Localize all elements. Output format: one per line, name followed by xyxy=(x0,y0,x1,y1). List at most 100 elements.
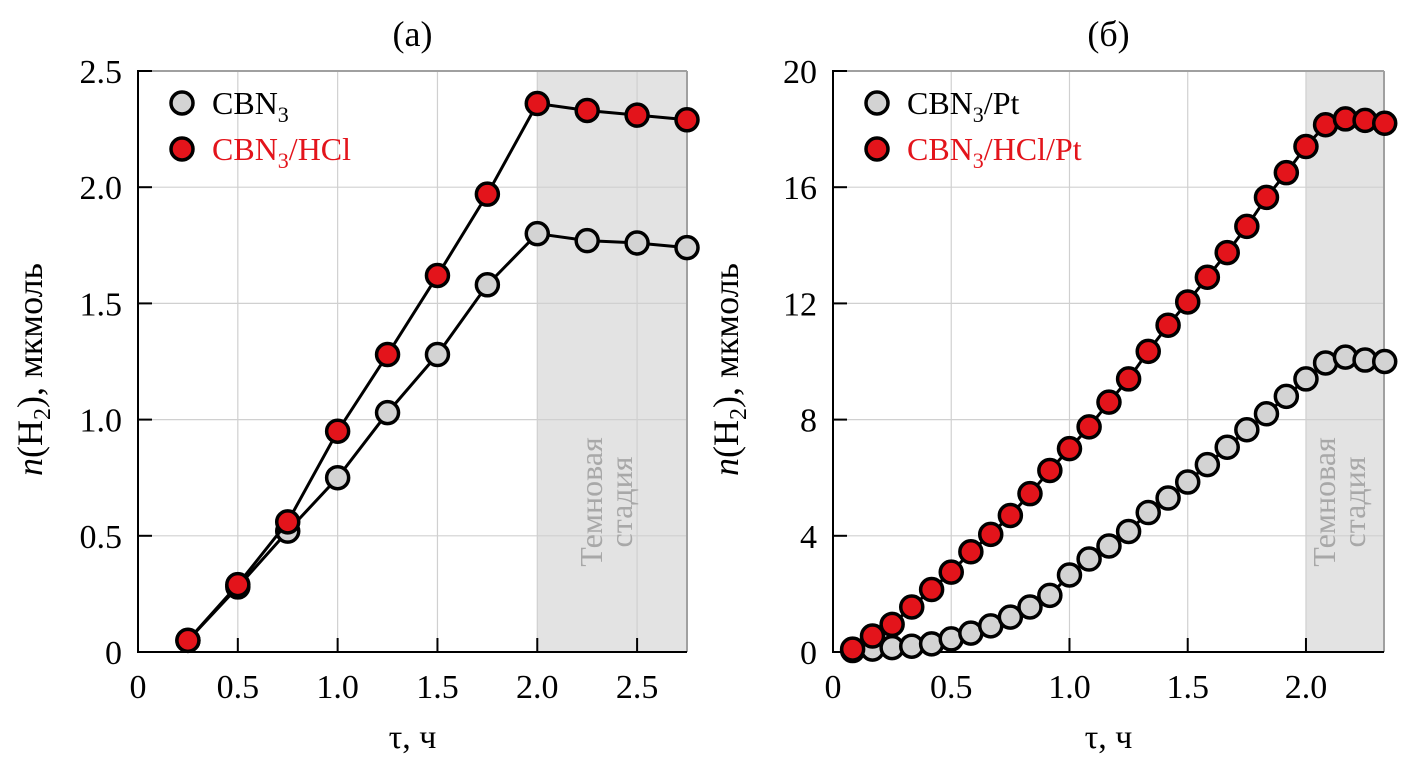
legend-entry: CBN3/HCl/Pt xyxy=(864,131,1082,173)
y-tick-label: 2.0 xyxy=(80,170,123,207)
data-point xyxy=(1155,312,1181,338)
data-point xyxy=(324,464,351,491)
x-tick-label: 1.0 xyxy=(316,669,359,706)
data-point xyxy=(624,102,650,128)
legend-label-subscript: 3 xyxy=(278,148,289,173)
data-point xyxy=(274,509,301,535)
dark-stage-label: Темноваястадия xyxy=(573,437,639,567)
x-tick-label: 1.5 xyxy=(1166,669,1209,706)
data-point xyxy=(1115,366,1142,392)
data-point xyxy=(1234,213,1260,240)
data-point xyxy=(1056,435,1083,462)
data-point xyxy=(574,97,600,124)
legend-label-subscript: 3 xyxy=(973,102,984,127)
legend-marker xyxy=(864,136,890,162)
legend-marker xyxy=(169,136,195,162)
x-tick-label: 1.0 xyxy=(1048,669,1091,706)
legend-marker xyxy=(169,90,195,116)
data-point xyxy=(1135,499,1161,526)
data-point xyxy=(1056,562,1083,588)
data-point xyxy=(175,627,201,654)
legend-label-tail: /Pt xyxy=(984,85,1020,121)
series-cbn3-hcl-pt xyxy=(839,106,1398,662)
y-label-subscript: 2 xyxy=(726,408,752,420)
legend-marker xyxy=(864,90,890,116)
legend-label-subscript: 3 xyxy=(973,148,984,173)
series-cbn3-pt xyxy=(839,344,1398,664)
legend-label: CBN3/Pt xyxy=(907,85,1019,127)
legend-label-subscript: 3 xyxy=(278,102,289,127)
series-cbn3-hcl xyxy=(175,90,700,654)
y-tick-label: 1.0 xyxy=(80,403,123,440)
data-point xyxy=(1115,518,1142,545)
y-tick-label: 0 xyxy=(800,635,817,672)
x-tick-label: 2.0 xyxy=(1285,669,1328,706)
data-point xyxy=(1076,414,1102,440)
y-tick-label: 0.5 xyxy=(80,519,123,556)
data-point xyxy=(839,636,866,662)
y-label-part: (H xyxy=(706,420,746,458)
data-point xyxy=(1037,582,1063,609)
y-label-units: ), мкмоль xyxy=(10,263,50,408)
x-tick-label: 1.5 xyxy=(416,669,459,706)
dark-stage-label: Темноваястадия xyxy=(1306,437,1372,567)
data-point xyxy=(624,230,650,256)
data-point xyxy=(958,539,984,565)
legend-entry: CBN3/Pt xyxy=(864,85,1019,127)
legend-label-tail: /HCl/Pt xyxy=(984,131,1082,167)
dark-stage-label-line2: стадия xyxy=(1336,456,1372,547)
y-tick-label: 20 xyxy=(783,54,817,91)
data-point xyxy=(524,90,551,117)
data-point xyxy=(674,234,700,261)
series-line xyxy=(851,117,1385,651)
data-point xyxy=(1253,184,1280,211)
data-point xyxy=(1174,289,1201,315)
x-tick-label: 0 xyxy=(130,669,147,706)
panel-title: (б) xyxy=(1087,14,1129,54)
data-point xyxy=(1017,480,1043,507)
y-axis-label: n(H2), мкмоль xyxy=(10,263,56,476)
legend-label: CBN3 xyxy=(212,85,289,127)
x-axis-label: τ, ч xyxy=(1085,719,1133,756)
data-point xyxy=(1194,264,1221,291)
data-point xyxy=(938,559,964,585)
data-point xyxy=(997,604,1024,630)
data-point xyxy=(859,623,886,649)
legend-label-tail: /HCl xyxy=(289,131,351,167)
dark-stage-region xyxy=(537,71,687,652)
panel-title: (a) xyxy=(393,14,433,54)
data-point xyxy=(424,341,451,368)
legend-entry: CBN3 xyxy=(169,85,289,127)
data-point xyxy=(1135,338,1161,365)
y-label-subscript: 2 xyxy=(30,408,56,420)
y-tick-label: 16 xyxy=(783,170,817,207)
data-point xyxy=(1371,110,1398,137)
data-point xyxy=(474,272,501,298)
data-point xyxy=(225,571,251,598)
data-point xyxy=(574,227,600,254)
dark-stage-label-line1: Темновая xyxy=(573,437,609,567)
legend-label-main: CBN xyxy=(907,131,973,167)
y-tick-label: 12 xyxy=(783,286,817,323)
x-tick-label: 2.5 xyxy=(616,669,659,706)
data-point xyxy=(1076,546,1102,572)
y-label-symbol: n xyxy=(706,458,746,476)
data-point xyxy=(524,220,551,247)
x-tick-label: 0 xyxy=(825,669,842,706)
x-axis-label: τ, ч xyxy=(389,719,437,756)
legend-label-main: CBN xyxy=(212,85,278,121)
y-tick-label: 4 xyxy=(800,519,817,556)
data-point xyxy=(1273,159,1300,186)
data-point xyxy=(1194,451,1221,478)
y-tick-label: 0 xyxy=(105,635,122,672)
data-point xyxy=(879,611,905,638)
data-point xyxy=(1037,457,1063,484)
data-point xyxy=(324,418,351,444)
data-point xyxy=(1371,348,1398,375)
data-point xyxy=(1017,594,1043,620)
dark-stage-label-line1: Темновая xyxy=(1306,437,1342,567)
data-point xyxy=(1214,434,1240,460)
data-point xyxy=(1293,133,1319,160)
